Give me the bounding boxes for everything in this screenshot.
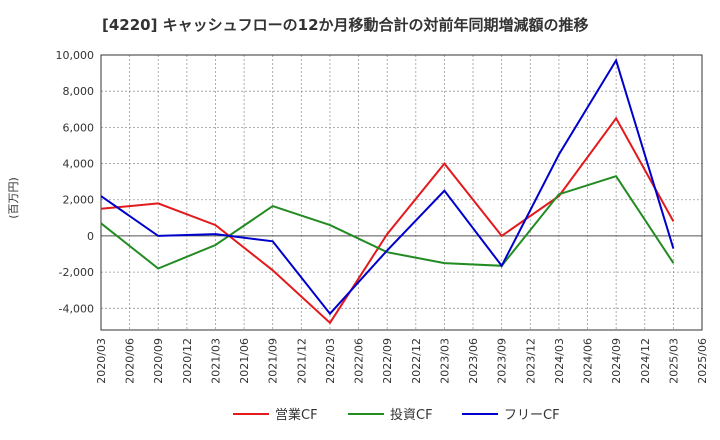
x-tick-label: 2021/12 xyxy=(295,338,308,384)
plot-frame xyxy=(100,54,703,331)
series-lines xyxy=(100,57,675,325)
chart-title: [4220] キャッシュフローの12か月移動合計の対前年同期増減額の推移 xyxy=(102,16,589,34)
y-tick-label: 6,000 xyxy=(63,121,95,134)
x-tick-label: 2023/12 xyxy=(524,338,537,384)
y-tick-label: -4,000 xyxy=(59,302,94,315)
y-tick-label: 4,000 xyxy=(63,158,95,171)
y-tick-label: 8,000 xyxy=(63,85,95,98)
x-tick-label: 2022/03 xyxy=(324,338,337,384)
y-tick-label: -2,000 xyxy=(59,266,94,279)
x-tick-label: 2021/03 xyxy=(209,338,222,384)
x-tick-label: 2025/03 xyxy=(667,338,680,384)
x-tick-label: 2024/09 xyxy=(610,338,623,384)
x-tick-label: 2022/06 xyxy=(353,338,366,384)
x-tick-label: 2025/06 xyxy=(696,338,709,384)
y-tick-label: 0 xyxy=(87,230,94,243)
x-tick-label: 2024/12 xyxy=(639,338,652,384)
x-tick-label: 2020/12 xyxy=(181,338,194,384)
x-tick-label: 2021/09 xyxy=(267,338,280,384)
series-line-フリーCF xyxy=(100,57,675,316)
y-axis-label: (百万円) xyxy=(7,177,20,219)
legend: 営業CF 投資CF フリーCF xyxy=(233,407,560,423)
x-tick-label: 2022/12 xyxy=(410,338,423,384)
x-tick-label: 2023/06 xyxy=(467,338,480,384)
y-tick-label: 10,000 xyxy=(56,49,95,62)
x-tick-label: 2023/03 xyxy=(438,338,451,384)
x-tick-label: 2020/09 xyxy=(152,338,165,384)
x-tick-label: 2020/03 xyxy=(95,338,108,384)
legend-label: フリーCF xyxy=(504,408,560,423)
x-tick-label: 2022/09 xyxy=(381,338,394,384)
y-tick-label: 2,000 xyxy=(63,194,95,207)
legend-label: 投資CF xyxy=(390,407,433,423)
axes: 2020/03 2020/06 2020/09 2020/12 2021/03 2021/… xyxy=(56,49,710,384)
plot-area xyxy=(101,55,702,330)
x-tick-label: 2023/09 xyxy=(496,338,509,384)
x-tick-label: 2020/06 xyxy=(124,338,137,384)
series-line-投資CF xyxy=(100,175,675,270)
x-tick-label: 2024/06 xyxy=(582,338,595,384)
series-line-営業CF xyxy=(100,116,675,325)
x-tick-label: 2021/06 xyxy=(238,338,251,384)
x-tick-label: 2024/03 xyxy=(553,338,566,384)
legend-label: 営業CF xyxy=(275,407,318,423)
